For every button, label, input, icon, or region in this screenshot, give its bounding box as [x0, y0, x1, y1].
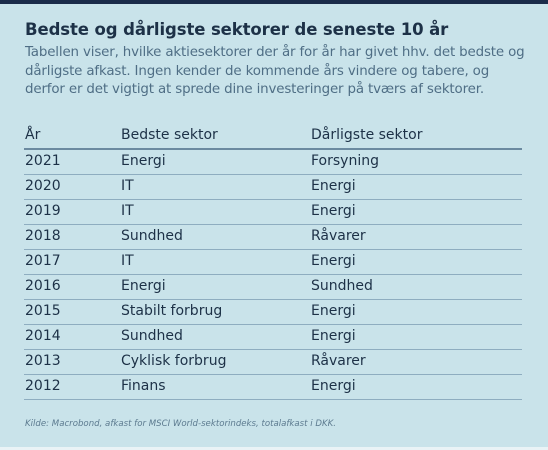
- year-cell: 2012: [25, 378, 61, 394]
- worst-sector-cell: Energi: [311, 253, 356, 269]
- table-row: 2015 Stabilt forbrug Energi: [24, 300, 522, 325]
- page-title: Bedste og dårligste sektorer de seneste …: [25, 20, 449, 39]
- year-cell: 2017: [25, 253, 61, 269]
- best-sector-cell: Sundhed: [121, 328, 183, 344]
- header-worst-sector: Dårligste sektor: [311, 127, 423, 143]
- worst-sector-cell: Energi: [311, 178, 356, 194]
- best-sector-cell: IT: [121, 253, 134, 269]
- year-cell: 2016: [25, 278, 61, 294]
- table-row: 2014 Sundhed Energi: [24, 325, 522, 350]
- bottom-divider: [0, 447, 548, 450]
- worst-sector-cell: Råvarer: [311, 228, 366, 244]
- header-year: År: [25, 127, 41, 143]
- year-cell: 2013: [25, 353, 61, 369]
- worst-sector-cell: Forsyning: [311, 153, 379, 169]
- best-sector-cell: Energi: [121, 153, 166, 169]
- worst-sector-cell: Sundhed: [311, 278, 373, 294]
- year-cell: 2018: [25, 228, 61, 244]
- best-sector-cell: Cyklisk forbrug: [121, 353, 227, 369]
- best-sector-cell: IT: [121, 178, 134, 194]
- best-sector-cell: IT: [121, 203, 134, 219]
- best-sector-cell: Finans: [121, 378, 166, 394]
- best-sector-cell: Energi: [121, 278, 166, 294]
- worst-sector-cell: Energi: [311, 203, 356, 219]
- source-note: Kilde: Macrobond, afkast for MSCI World-…: [25, 419, 336, 429]
- best-sector-cell: Stabilt forbrug: [121, 303, 223, 319]
- worst-sector-cell: Energi: [311, 303, 356, 319]
- table-row: 2012 Finans Energi: [24, 375, 522, 400]
- table-row: 2013 Cyklisk forbrug Råvarer: [24, 350, 522, 375]
- intro-text: Tabellen viser, hvilke aktiesektorer der…: [25, 45, 525, 97]
- top-divider: [0, 0, 548, 4]
- worst-sector-cell: Energi: [311, 378, 356, 394]
- year-cell: 2019: [25, 203, 61, 219]
- table-row: 2021 Energi Forsyning: [24, 150, 522, 175]
- year-cell: 2015: [25, 303, 61, 319]
- table-row: 2018 Sundhed Råvarer: [24, 225, 522, 250]
- year-cell: 2021: [25, 153, 61, 169]
- year-cell: 2014: [25, 328, 61, 344]
- sector-table: År Bedste sektor Dårligste sektor 2021 E…: [24, 126, 522, 400]
- table-row: 2016 Energi Sundhed: [24, 275, 522, 300]
- worst-sector-cell: Råvarer: [311, 353, 366, 369]
- table-row: 2020 IT Energi: [24, 175, 522, 200]
- worst-sector-cell: Energi: [311, 328, 356, 344]
- header-best-sector: Bedste sektor: [121, 127, 218, 143]
- table-row: 2017 IT Energi: [24, 250, 522, 275]
- table-header: År Bedste sektor Dårligste sektor: [24, 126, 522, 150]
- table-row: 2019 IT Energi: [24, 200, 522, 225]
- year-cell: 2020: [25, 178, 61, 194]
- best-sector-cell: Sundhed: [121, 228, 183, 244]
